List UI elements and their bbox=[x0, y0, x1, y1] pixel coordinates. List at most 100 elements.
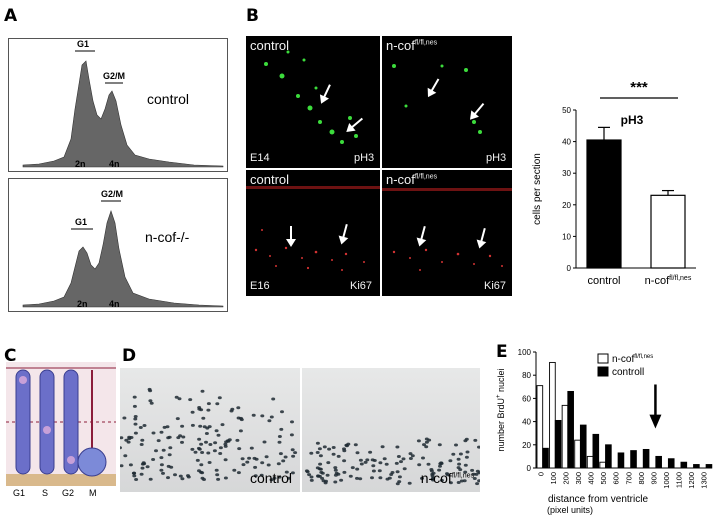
brdu-nucleus bbox=[353, 443, 358, 447]
y-tick-label: 40 bbox=[522, 418, 531, 427]
brdu-nucleus bbox=[389, 473, 394, 476]
brdu-nucleus bbox=[127, 435, 132, 439]
brdu-nucleus bbox=[424, 445, 429, 449]
brdu-nucleus bbox=[458, 452, 463, 456]
phase-g2-label: G2 bbox=[62, 488, 75, 498]
brdu-nucleus bbox=[253, 474, 258, 478]
gate-g1-label: G1 bbox=[77, 39, 90, 49]
brdu-nucleus bbox=[333, 468, 338, 472]
brdu-nucleus bbox=[424, 437, 429, 441]
brdu-nucleus bbox=[342, 449, 347, 453]
brdu-nucleus bbox=[276, 462, 281, 466]
bar-controll-100 bbox=[554, 419, 562, 469]
brdu-nucleus bbox=[429, 468, 434, 471]
brdu-nucleus bbox=[464, 455, 469, 459]
brdu-nucleus bbox=[148, 399, 153, 403]
brdu-nucleus bbox=[323, 481, 328, 485]
brdu-nucleus bbox=[139, 472, 144, 476]
brdu-nucleus bbox=[251, 413, 256, 417]
brdu-nucleus bbox=[236, 406, 241, 410]
brdu-nucleus bbox=[368, 450, 373, 454]
brdu-nucleus bbox=[457, 462, 462, 466]
brdu-nucleus bbox=[462, 479, 467, 483]
brdu-nucleus bbox=[422, 443, 426, 447]
x-tick-label: 900 bbox=[649, 472, 658, 485]
brdu-nucleus bbox=[377, 469, 382, 473]
x-tick-label: 700 bbox=[624, 472, 633, 485]
brdu-nucleus bbox=[287, 476, 291, 480]
x-tick-label: 100 bbox=[549, 472, 558, 485]
bar-n-cof-500 bbox=[599, 461, 606, 469]
brdu-nucleus bbox=[318, 454, 323, 458]
flow-histogram-control: G1 G2/M 2n 4n control bbox=[8, 38, 228, 172]
brdu-nucleus bbox=[333, 466, 338, 470]
brdu-nucleus bbox=[470, 468, 475, 472]
brdu-nucleus bbox=[317, 447, 322, 451]
brdu-nucleus bbox=[178, 434, 183, 438]
brdu-nucleus bbox=[333, 473, 338, 477]
brdu-nucleus bbox=[410, 454, 415, 458]
sample-control-label: control bbox=[147, 91, 190, 107]
legend-label: controll bbox=[612, 367, 644, 378]
brdu-nucleus bbox=[197, 437, 202, 441]
stage-label: E14 bbox=[250, 152, 270, 164]
brdu-nucleus bbox=[456, 466, 461, 470]
y-tick-label: 30 bbox=[562, 169, 571, 178]
brdu-nucleus bbox=[162, 425, 167, 429]
brdu-nucleus bbox=[166, 464, 171, 468]
micro-title: n-coffl/fl,nes bbox=[386, 172, 438, 187]
brdu-nucleus bbox=[395, 470, 400, 474]
brdu-section-ncof: n-coffl/fl,nes bbox=[302, 368, 482, 492]
x-tick-label: 800 bbox=[637, 472, 646, 485]
brdu-nucleus bbox=[477, 479, 482, 483]
legend-label: n-coffl/fl,nes bbox=[612, 354, 653, 365]
micro-title: control bbox=[250, 38, 290, 53]
brdu-nucleus bbox=[188, 398, 193, 402]
brdu-nucleus bbox=[355, 467, 360, 471]
green-nuclei bbox=[392, 64, 482, 134]
brdu-nucleus bbox=[186, 474, 190, 478]
brdu-nucleus bbox=[473, 438, 478, 442]
brdu-nucleus bbox=[465, 450, 470, 454]
brdu-nucleus bbox=[132, 395, 137, 399]
brdu-nucleus bbox=[140, 466, 145, 470]
bar-control bbox=[586, 139, 622, 269]
brdu-nucleus bbox=[190, 447, 195, 451]
brdu-nucleus bbox=[149, 401, 154, 405]
brdu-nucleus bbox=[190, 423, 195, 427]
brdu-nucleus bbox=[199, 463, 204, 467]
brdu-nucleus bbox=[438, 464, 442, 468]
x-tick-label: 1300 bbox=[700, 472, 709, 489]
bar-controll-800 bbox=[642, 448, 650, 469]
brdu-nucleus bbox=[139, 443, 144, 446]
brdu-nucleus bbox=[216, 433, 221, 437]
brdu-nucleus bbox=[355, 451, 360, 455]
brdu-nucleus bbox=[198, 424, 203, 428]
brdu-nucleus bbox=[223, 458, 228, 462]
brdu-nucleus bbox=[399, 460, 403, 464]
significance-label: *** bbox=[630, 79, 648, 96]
brdu-nucleus bbox=[241, 463, 246, 467]
micrograph-ph3-control: control E14 pH3 bbox=[246, 36, 380, 168]
brdu-nucleus bbox=[385, 477, 390, 481]
brdu-nucleus bbox=[370, 476, 374, 480]
brdu-nucleus bbox=[317, 467, 322, 471]
brdu-nucleus bbox=[174, 395, 179, 399]
brdu-nucleus bbox=[439, 461, 444, 465]
brdu-nucleus bbox=[204, 432, 209, 435]
brdu-nuclei bbox=[118, 387, 298, 482]
brdu-nucleus bbox=[420, 476, 424, 480]
brdu-nucleus bbox=[267, 419, 272, 423]
brdu-nucleus bbox=[448, 459, 453, 463]
brdu-nucleus bbox=[238, 429, 243, 433]
brdu-nucleus bbox=[408, 452, 413, 456]
brdu-nucleus bbox=[148, 477, 153, 481]
brdu-nucleus bbox=[118, 446, 122, 450]
brdu-nucleus bbox=[322, 445, 327, 449]
micro-title: n-coffl/fl,nes bbox=[386, 38, 438, 53]
brdu-nucleus bbox=[426, 462, 431, 466]
brdu-nucleus bbox=[239, 418, 244, 422]
brdu-nucleus bbox=[247, 456, 252, 460]
bar-controll-700 bbox=[630, 450, 637, 469]
